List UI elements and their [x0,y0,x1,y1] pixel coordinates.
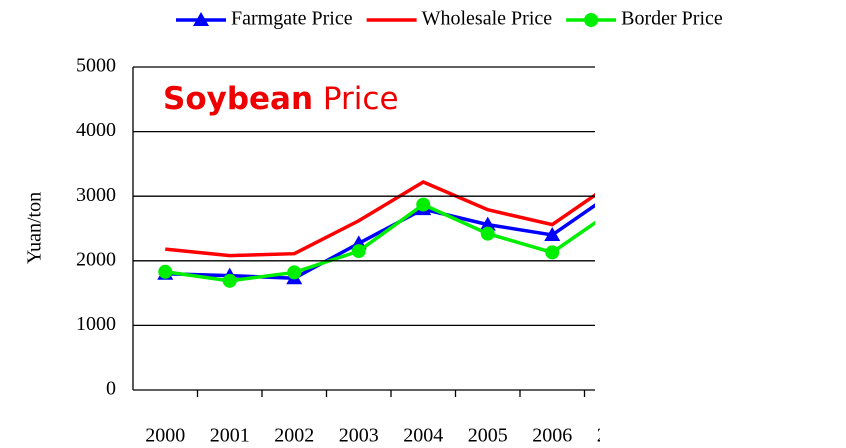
x-tick-label: 2004 [403,425,443,447]
point [287,265,302,280]
point [222,273,237,288]
title-bold: Soybean [163,81,313,117]
point [610,201,624,215]
series-line [165,180,595,258]
point [416,197,431,212]
x-tick-label: 2001 [210,425,250,447]
point [480,226,495,241]
x-tick-label: 2003 [339,425,379,447]
legend-marker [193,12,209,26]
y-tick-label: 1000 [76,313,116,335]
plot [157,180,625,288]
x-tick-label: 2007 [597,425,637,447]
y-tick-label: 4000 [76,119,116,141]
legend-label: Farmgate Price [231,8,353,30]
legend-marker [584,13,599,27]
legend-label: Border Price [621,8,723,30]
x-tick-label: 2000 [145,425,185,447]
series-line [165,202,595,283]
point [479,216,496,231]
y-tick-label: 5000 [76,55,116,77]
x-tick-label: 2006 [532,425,572,447]
x-tick-label: 2005 [468,425,508,447]
point [351,244,366,259]
y-tick-label: 2000 [76,248,116,270]
y-tick-label: 3000 [76,184,116,206]
y-tick-label: 0 [106,378,116,400]
point [158,264,173,279]
legend-label: Wholesale Price [422,8,553,30]
chart-title: Soybean Price [163,81,399,117]
y-axis-label: Yuan/ton [24,192,46,264]
legend: Farmgate Price Wholesale Price Border Pric… [176,8,723,30]
point [609,182,625,196]
point [544,226,561,241]
x-tick-label: 2002 [274,425,314,447]
x-labels: 2000 2001 2002 2003 2004 2005 2006 2007 [145,425,637,447]
point [545,245,560,260]
title-rest: Price [323,81,399,117]
